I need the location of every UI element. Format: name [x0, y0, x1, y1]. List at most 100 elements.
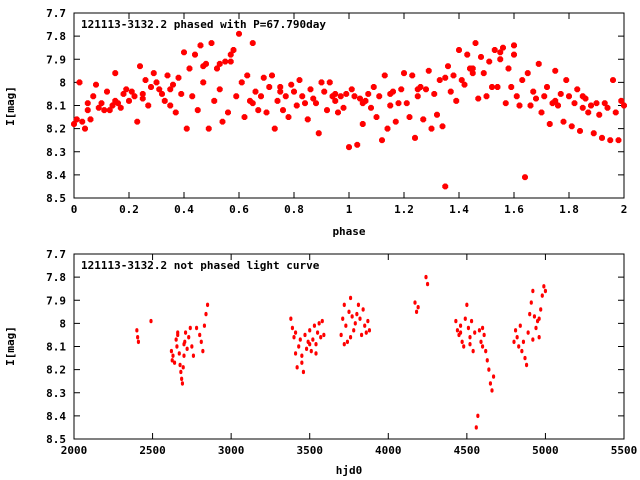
unphased-data-point — [542, 284, 546, 289]
phased-data-point — [442, 183, 449, 190]
unphased-data-point — [176, 330, 180, 335]
phased-data-point — [186, 65, 193, 72]
phased-data-point — [497, 49, 504, 56]
phased-data-point — [359, 121, 366, 127]
phased-data-point — [79, 118, 86, 125]
phased-data-point — [475, 95, 482, 102]
phased-data-point — [236, 30, 242, 37]
unphased-data-point — [341, 316, 345, 321]
phased-data-point — [293, 102, 300, 109]
unphased-data-point — [468, 335, 472, 340]
phased-data-point — [313, 100, 319, 107]
unphased-data-point — [191, 353, 196, 358]
phased-data-point — [277, 84, 284, 90]
unphased-ytick-label: 8.1 — [46, 341, 66, 354]
unphased-plot-title: 121113-3132.2 not phased light curve — [81, 259, 320, 272]
phased-data-point — [128, 88, 135, 95]
unphased-data-point — [177, 351, 181, 356]
phased-plot-ylabel: I[mag] — [4, 86, 17, 126]
phased-data-point — [71, 121, 77, 127]
phased-data-point — [505, 65, 512, 72]
phased-ytick-label: 8.5 — [46, 192, 66, 205]
unphased-data-point — [484, 348, 488, 354]
phased-data-point — [244, 72, 251, 79]
phased-data-point — [84, 107, 91, 114]
phased-data-point — [200, 63, 207, 70]
unphased-data-point — [171, 353, 175, 358]
phased-data-point — [106, 107, 113, 114]
unphased-data-point — [182, 353, 186, 358]
phased-data-point — [519, 77, 526, 84]
phased-data-point — [425, 67, 432, 74]
unphased-data-point — [194, 325, 199, 331]
unphased-data-point — [424, 274, 428, 280]
phased-data-point — [442, 74, 449, 81]
unphased-data-point — [416, 304, 420, 310]
unphased-data-point — [474, 425, 478, 430]
unphased-plot-ticks: 2000 2500 3000 3500 4000 4500 5000 5500 7.7 7.8 7.… — [46, 248, 637, 457]
unphased-data-point — [534, 325, 538, 331]
unphased-plot-xlabel: hjd0 — [336, 464, 363, 477]
phased-data-point — [409, 72, 416, 79]
unphased-data-point — [319, 335, 323, 340]
phased-data-point — [346, 144, 352, 151]
phased-xtick-label: 1.4 — [449, 203, 469, 216]
unphased-data-point — [455, 328, 460, 333]
phased-data-point — [167, 102, 174, 109]
unphased-data-point — [476, 413, 480, 419]
unphased-data-point — [480, 344, 485, 349]
phased-data-point — [414, 93, 421, 100]
phased-data-point — [76, 79, 83, 86]
phased-data-point — [574, 86, 581, 93]
phased-data-point — [431, 90, 438, 97]
unphased-data-point — [517, 344, 521, 349]
unphased-ytick-label: 8.3 — [46, 387, 66, 400]
unphased-data-point — [292, 335, 296, 340]
phased-data-point — [197, 42, 204, 49]
phased-data-point — [238, 79, 245, 86]
unphased-plot-points — [135, 274, 548, 430]
unphased-data-point — [524, 362, 529, 368]
phased-data-point — [538, 109, 545, 116]
phased-data-point — [359, 100, 366, 107]
unphased-data-point — [301, 369, 306, 375]
unphased-ytick-label: 8.2 — [46, 364, 66, 377]
phased-data-point — [357, 95, 363, 102]
unphased-data-point — [204, 311, 208, 317]
phased-data-point — [453, 97, 460, 104]
phased-data-point — [588, 102, 594, 109]
phased-data-point — [445, 63, 451, 70]
phased-data-point — [469, 70, 476, 77]
unphased-data-point — [526, 330, 530, 335]
unphased-data-point — [348, 335, 353, 340]
unphased-data-point — [471, 348, 475, 354]
unphased-data-point — [458, 330, 463, 335]
phased-data-point — [579, 104, 586, 111]
phased-data-point — [469, 65, 476, 72]
phased-data-point — [137, 63, 143, 70]
unphased-xtick-label: 5500 — [611, 444, 638, 457]
phased-data-point — [233, 93, 240, 100]
phased-data-point — [621, 102, 627, 109]
phased-data-point — [414, 86, 421, 93]
phased-data-point — [315, 130, 322, 137]
phased-ytick-label: 7.9 — [46, 53, 66, 66]
phased-data-point — [156, 86, 163, 93]
unphased-data-point — [363, 323, 367, 328]
phased-data-point — [258, 93, 264, 100]
phased-data-point — [384, 125, 391, 132]
unphased-plot: 121113-3132.2 not phased light curve hjd… — [4, 248, 637, 477]
phased-data-point — [82, 125, 88, 132]
phased-data-point — [90, 93, 97, 100]
phased-data-point — [502, 100, 509, 107]
unphased-data-point — [480, 325, 485, 331]
unphased-data-point — [190, 344, 194, 349]
phased-data-point — [601, 100, 608, 107]
phased-data-point — [398, 86, 405, 93]
phased-data-point — [189, 93, 196, 100]
phased-data-point — [370, 84, 377, 90]
phased-data-point — [200, 79, 207, 86]
phased-data-point — [332, 97, 339, 104]
phased-data-point — [73, 116, 80, 123]
